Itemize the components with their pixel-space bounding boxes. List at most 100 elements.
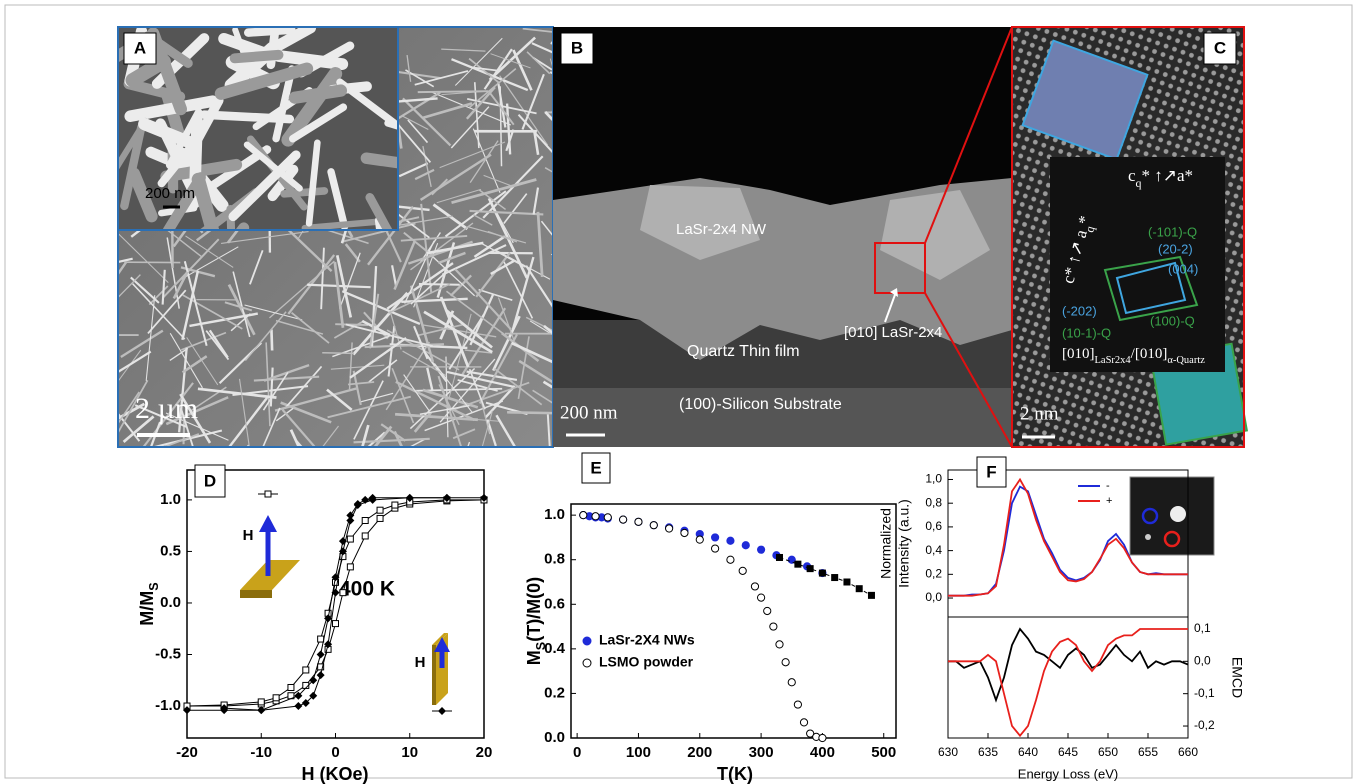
y-tick-label: -0,1	[1194, 686, 1215, 700]
rod	[248, 30, 291, 33]
point	[347, 564, 353, 570]
text-part: * ↑↗a*	[1142, 166, 1194, 185]
panel-letter: E	[590, 458, 601, 477]
point	[635, 518, 642, 525]
legend-label: LSMO powder	[599, 654, 694, 670]
text-part: S	[147, 582, 161, 590]
x-tick-label: 400	[810, 744, 835, 761]
point	[800, 719, 807, 726]
x-tick-label: 660	[1178, 745, 1198, 759]
legend-key	[583, 659, 591, 667]
region-label: [010] LaSr-2x4	[844, 324, 942, 341]
point	[764, 607, 771, 614]
x-axis-label: H (KOe)	[302, 764, 369, 784]
scale-label: 2 nm	[1020, 403, 1059, 424]
point	[362, 518, 368, 524]
point	[776, 554, 782, 560]
point	[782, 659, 789, 666]
y-tick-label: 1,0	[925, 472, 942, 486]
text-part: M/M	[137, 591, 157, 626]
panel-letter: B	[571, 38, 583, 57]
y-tick-label: 0,2	[925, 566, 942, 580]
point	[258, 699, 264, 705]
needle	[418, 91, 488, 92]
region-label: LaSr-2x4 NW	[676, 221, 767, 238]
point	[696, 536, 703, 543]
y-tick-label: 0,4	[925, 543, 942, 557]
point	[333, 621, 339, 627]
region-label: (100)-Silicon Substrate	[679, 396, 842, 413]
y-tick-label: 0.0	[160, 594, 181, 611]
point	[273, 695, 279, 701]
y-tick-label: -1.0	[155, 697, 181, 714]
x-tick-label: 640	[1018, 745, 1038, 759]
needle	[271, 330, 272, 351]
x-tick-label: 200	[687, 744, 712, 761]
x-tick-label: 645	[1058, 745, 1078, 759]
panel-c: C cq* ↑↗a* c* ↑↗ aq* (-101)-Q (20-2) (00…	[1012, 27, 1247, 447]
point	[757, 546, 764, 553]
panel-b: B LaSr-2x4 NW Quartz Thin film [010] LaS…	[553, 27, 1012, 447]
y-tick-label: 0.6	[544, 595, 565, 612]
spot	[1145, 534, 1151, 540]
point	[819, 570, 825, 576]
point	[742, 542, 749, 549]
y-tick-label: 0,8	[925, 495, 942, 509]
x-tick-label: 10	[401, 744, 418, 761]
spot-label: (-202)	[1062, 303, 1097, 318]
spot-label: (10-1)-Q	[1062, 325, 1111, 340]
y-tick-label: -0,2	[1194, 718, 1215, 732]
panel-letter: C	[1214, 38, 1226, 57]
point	[377, 507, 383, 513]
point	[844, 579, 850, 585]
x-tick-label: -20	[176, 744, 198, 761]
point	[712, 545, 719, 552]
x-axis-label: T(K)	[717, 764, 753, 784]
point	[727, 537, 734, 544]
point	[650, 522, 657, 529]
spot-label: (100)-Q	[1150, 313, 1195, 328]
needle	[322, 353, 354, 354]
needle	[419, 284, 460, 285]
point	[318, 636, 324, 642]
y-tick-label: 0.8	[544, 551, 565, 568]
point	[770, 623, 777, 630]
x-tick-label: 0	[331, 744, 339, 761]
point	[776, 641, 783, 648]
x-axis-label: Energy Loss (eV)	[1018, 766, 1118, 781]
panel-letter: D	[204, 471, 216, 490]
x-tick-label: 20	[476, 744, 493, 761]
text-part: LaSr2x4	[1095, 355, 1132, 366]
y-tick-label: 0.2	[544, 684, 565, 701]
point	[681, 529, 688, 536]
sample-sketch	[240, 590, 272, 598]
text-part: /[010]	[1131, 346, 1168, 362]
point	[739, 567, 746, 574]
point	[392, 502, 398, 508]
rod	[295, 91, 341, 98]
sample-sketch	[432, 645, 436, 705]
point	[580, 512, 587, 519]
point	[362, 533, 368, 539]
needle	[335, 324, 368, 325]
x-tick-label: -10	[250, 744, 272, 761]
point	[347, 536, 353, 542]
point	[666, 525, 673, 532]
x-tick-label: 650	[1098, 745, 1118, 759]
region-label: Quartz Thin film	[687, 343, 800, 360]
annotation: H	[415, 654, 426, 671]
point	[819, 734, 826, 741]
y-tick-label: 0,0	[1194, 653, 1211, 667]
scale-label: 2 µm	[135, 392, 198, 425]
point	[377, 515, 383, 521]
x-tick-label: 100	[626, 744, 651, 761]
text-part: M	[524, 650, 544, 665]
point	[794, 701, 801, 708]
figure: A 200 nm 2 µm B LaSr-2x4 NW Quartz Thin …	[0, 0, 1358, 784]
f-inset	[1130, 477, 1214, 555]
y-tick-label: 0.0	[544, 729, 565, 746]
y-tick-label: 1.0	[160, 491, 181, 508]
y-tick-label: -0.5	[155, 645, 181, 662]
scale-label: 200 nm	[145, 185, 195, 202]
y-tick-label: 0.5	[160, 542, 181, 559]
